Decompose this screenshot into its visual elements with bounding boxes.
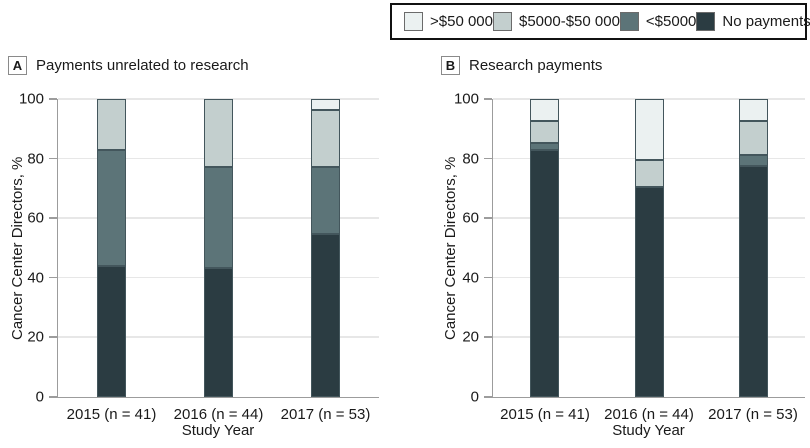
gridline-100 — [493, 98, 805, 100]
legend-item-5000-to-50000: $5000-$50 000 — [492, 12, 620, 31]
y-tick-100 — [484, 98, 492, 100]
legend-label-5000-to-50000: $5000-$50 000 — [518, 13, 620, 30]
legend-item-lt-5000: <$5000 — [619, 12, 697, 31]
panel-a-x-axis-title: Study Year — [181, 422, 255, 439]
panel-b-y-axis-label: Cancer Center Directors, % — [442, 156, 459, 341]
bar-segment — [311, 110, 340, 167]
bar-segment — [738, 166, 768, 397]
bar-segment — [96, 266, 126, 397]
bar-segment — [311, 99, 340, 111]
y-tick-label-0: 0 — [470, 388, 479, 406]
y-tick-0 — [484, 396, 492, 398]
y-tick-20 — [49, 336, 57, 338]
y-tick-label-0: 0 — [35, 388, 44, 406]
x-tick-label-2015: 2015 (n = 41) — [500, 406, 590, 423]
panel-b-title: Research payments — [469, 57, 603, 74]
bar-segment — [634, 98, 664, 161]
y-tick-60 — [484, 217, 492, 219]
x-tick-label-2016: 2016 (n = 44) — [604, 406, 694, 423]
bar-segment — [530, 99, 560, 122]
bar-segment — [96, 149, 126, 267]
bar-segment — [738, 121, 768, 156]
y-tick-40 — [49, 276, 57, 279]
y-tick-label-100: 100 — [453, 90, 479, 108]
y-tick-label-20: 20 — [462, 328, 479, 346]
legend-label-no-payments: No payments — [722, 13, 810, 30]
panel-a-plot-area: 0 20 40 60 80 100 2015 (n = 41) 2016 (n = 44) 20… — [19, 92, 379, 423]
bar-segment — [530, 121, 560, 143]
stacked-bar-2015 — [530, 99, 560, 397]
x-tick-label-2016: 2016 (n = 44) — [173, 406, 264, 423]
legend-swatch-5000-to-50000 — [492, 12, 512, 31]
panel-b-header: B Research payments — [441, 56, 602, 75]
y-tick-80 — [484, 157, 492, 160]
y-tick-label-40: 40 — [27, 269, 44, 287]
panel-a-title: Payments unrelated to research — [36, 57, 249, 74]
bar-segment — [96, 99, 126, 150]
bar-segment — [634, 187, 664, 397]
y-tick-60 — [49, 217, 57, 219]
y-tick-40 — [484, 276, 492, 279]
bar-segment — [204, 166, 233, 269]
legend-swatch-gt-50000 — [404, 12, 423, 31]
stacked-bar-2016 — [204, 99, 233, 397]
panel-a-letter: A — [8, 56, 27, 75]
y-tick-100 — [49, 98, 57, 100]
legend-label-gt-50000: >$50 000 — [430, 13, 493, 30]
panel-a-y-axis-label: Cancer Center Directors, % — [9, 156, 26, 341]
stacked-bar-2016 — [634, 98, 664, 397]
y-tick-label-60: 60 — [27, 209, 44, 227]
x-tick-label-2017: 2017 (n = 53) — [280, 406, 371, 423]
x-tick-label-2017: 2017 (n = 53) — [708, 406, 798, 423]
legend-label-lt-5000: <$5000 — [645, 13, 697, 30]
bar-segment — [530, 149, 560, 397]
legend-swatch-lt-5000 — [619, 12, 639, 31]
bar-segment — [738, 99, 768, 122]
x-tick-label-2015: 2015 (n = 41) — [66, 406, 157, 423]
y-tick-80 — [49, 157, 57, 160]
legend-item-gt-50000: >$50 000 — [404, 12, 493, 31]
panel-b-letter: B — [441, 56, 460, 75]
y-tick-label-80: 80 — [462, 150, 479, 168]
legend: >$50 000 $5000-$50 000 <$5000 No payments — [390, 3, 810, 40]
bar-segment — [311, 166, 340, 234]
bar-segment — [204, 268, 233, 397]
bar-segment — [530, 142, 560, 150]
panel-a-header: A Payments unrelated to research — [8, 56, 249, 75]
bar-segment — [634, 160, 664, 188]
y-tick-label-80: 80 — [27, 150, 44, 168]
legend-item-no-payments: No payments — [696, 12, 810, 31]
y-tick-label-100: 100 — [18, 90, 44, 108]
y-tick-label-40: 40 — [462, 269, 479, 287]
bar-segment — [738, 155, 768, 167]
bar-segment — [204, 99, 233, 167]
panel-b-plot-area: 0 20 40 60 80 100 2015 (n = 41) 2016 (n = 44) 20… — [454, 92, 805, 423]
stacked-bar-2017 — [738, 99, 768, 397]
stacked-bar-2015 — [96, 99, 126, 397]
y-tick-0 — [49, 396, 57, 398]
y-tick-label-60: 60 — [462, 209, 479, 227]
panel-b-x-axis-title: Study Year — [612, 422, 685, 439]
stacked-bar-2017 — [311, 99, 340, 397]
y-tick-label-20: 20 — [27, 328, 44, 346]
legend-swatch-no-payments — [696, 12, 716, 31]
bar-segment — [311, 234, 340, 397]
gridline-100 — [58, 98, 379, 100]
y-tick-20 — [484, 336, 492, 338]
